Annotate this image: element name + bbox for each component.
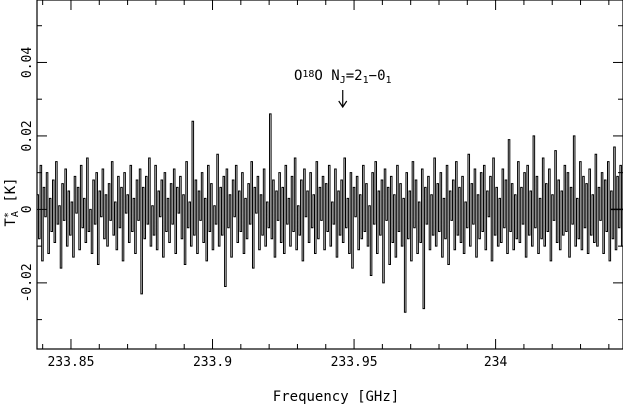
line-annotation: O18O NJ=21−01 [294, 68, 392, 109]
x-tick-label: 233.85 [47, 355, 94, 370]
series-line-spectrum [37, 113, 623, 313]
y-tick-label: -0.02 [20, 263, 35, 302]
x-axis-label: Frequency [GHz] [273, 389, 399, 405]
x-tick-label: 233.95 [331, 355, 378, 370]
annotation-arrow-head [338, 100, 348, 109]
annotation-label: O18O NJ=21−01 [294, 68, 392, 86]
y-axis-ticks: -0.02 0 0.02 0.04 [20, 25, 623, 321]
plot-frame [36, 0, 623, 350]
x-axis-ticks: 233.85 233.9 233.95 234 [42, 0, 610, 370]
y-tick-label: 0.02 [20, 120, 35, 151]
y-tick-label: 0 [20, 205, 35, 213]
x-tick-label: 234 [484, 355, 508, 370]
x-tick-label: 233.9 [193, 355, 232, 370]
y-tick-label: 0.04 [20, 47, 35, 78]
y-axis-label: T*A [K] [3, 177, 21, 226]
